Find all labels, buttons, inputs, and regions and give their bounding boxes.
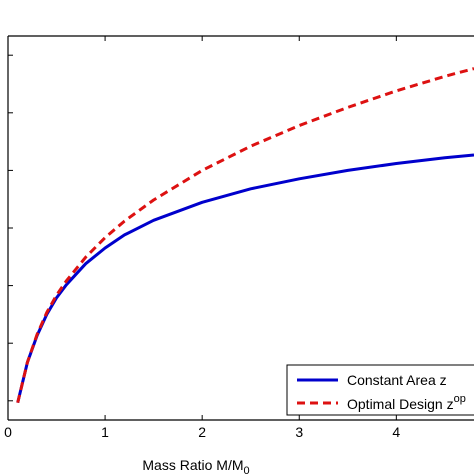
x-tick-label: 4 — [392, 424, 400, 440]
x-tick-label: 2 — [198, 424, 206, 440]
series-layer — [16, 67, 474, 404]
x-tick-label: 0 — [4, 424, 12, 440]
x-axis-title: Mass Ratio M/M0 — [142, 457, 249, 474]
legend-label-constant-area: Constant Area z — [347, 372, 447, 388]
axes — [7, 35, 474, 421]
x-tick-label: 3 — [295, 424, 303, 440]
ticks: 0 1 2 3 4 — [4, 36, 400, 440]
x-axis-title-main: Mass Ratio M/M — [142, 457, 243, 473]
legend-label-optimal-design: Optimal Design zop — [347, 393, 466, 412]
legend-label-optimal-design-superscript: op — [454, 393, 466, 405]
legend-label-optimal-design-main: Optimal Design z — [347, 396, 454, 412]
x-tick-label: 1 — [101, 424, 109, 440]
series-line-optimal-design — [16, 67, 474, 404]
legend-box — [286, 364, 474, 416]
x-axis-title-subscript: 0 — [244, 465, 250, 474]
legend: Constant Area z Optimal Design zop — [286, 364, 474, 416]
